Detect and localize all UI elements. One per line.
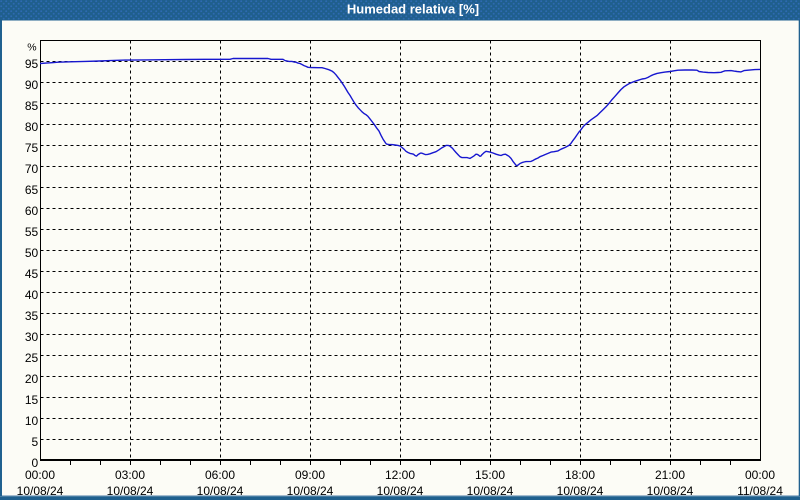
svg-text:Humedad relativa [%]: Humedad relativa [%]	[347, 2, 479, 17]
svg-text:0: 0	[32, 456, 39, 470]
svg-text:10/08/24: 10/08/24	[197, 484, 244, 498]
svg-text:11/08/24: 11/08/24	[737, 484, 783, 498]
svg-text:80: 80	[25, 120, 39, 134]
svg-text:45: 45	[25, 267, 39, 281]
svg-text:10/08/24: 10/08/24	[107, 484, 154, 498]
svg-text:10/08/24: 10/08/24	[287, 484, 334, 498]
svg-text:50: 50	[25, 246, 39, 260]
svg-text:00:00: 00:00	[745, 468, 775, 482]
svg-text:03:00: 03:00	[115, 468, 145, 482]
svg-text:5: 5	[32, 435, 39, 449]
svg-text:10/08/24: 10/08/24	[467, 484, 514, 498]
svg-text:40: 40	[25, 288, 39, 302]
svg-text:21:00: 21:00	[655, 468, 685, 482]
svg-text:75: 75	[25, 141, 39, 155]
svg-text:70: 70	[25, 162, 39, 176]
svg-text:10/08/24: 10/08/24	[557, 484, 604, 498]
svg-text:30: 30	[25, 330, 39, 344]
svg-text:12:00: 12:00	[385, 468, 415, 482]
svg-text:09:00: 09:00	[295, 468, 325, 482]
svg-text:15: 15	[25, 393, 39, 407]
svg-text:10/08/24: 10/08/24	[377, 484, 424, 498]
svg-text:90: 90	[25, 78, 39, 92]
svg-text:%: %	[27, 42, 36, 54]
svg-text:15:00: 15:00	[475, 468, 505, 482]
svg-text:65: 65	[25, 183, 39, 197]
svg-text:85: 85	[25, 99, 39, 113]
svg-text:10: 10	[25, 414, 39, 428]
svg-text:20: 20	[25, 372, 39, 386]
svg-text:18:00: 18:00	[565, 468, 595, 482]
svg-text:06:00: 06:00	[205, 468, 235, 482]
svg-text:25: 25	[25, 351, 39, 365]
svg-text:55: 55	[25, 225, 39, 239]
svg-text:10/08/24: 10/08/24	[17, 484, 64, 498]
svg-text:00:00: 00:00	[25, 468, 55, 482]
svg-text:10/08/24: 10/08/24	[647, 484, 694, 498]
svg-text:95: 95	[25, 57, 39, 71]
svg-text:60: 60	[25, 204, 39, 218]
svg-text:35: 35	[25, 309, 39, 323]
